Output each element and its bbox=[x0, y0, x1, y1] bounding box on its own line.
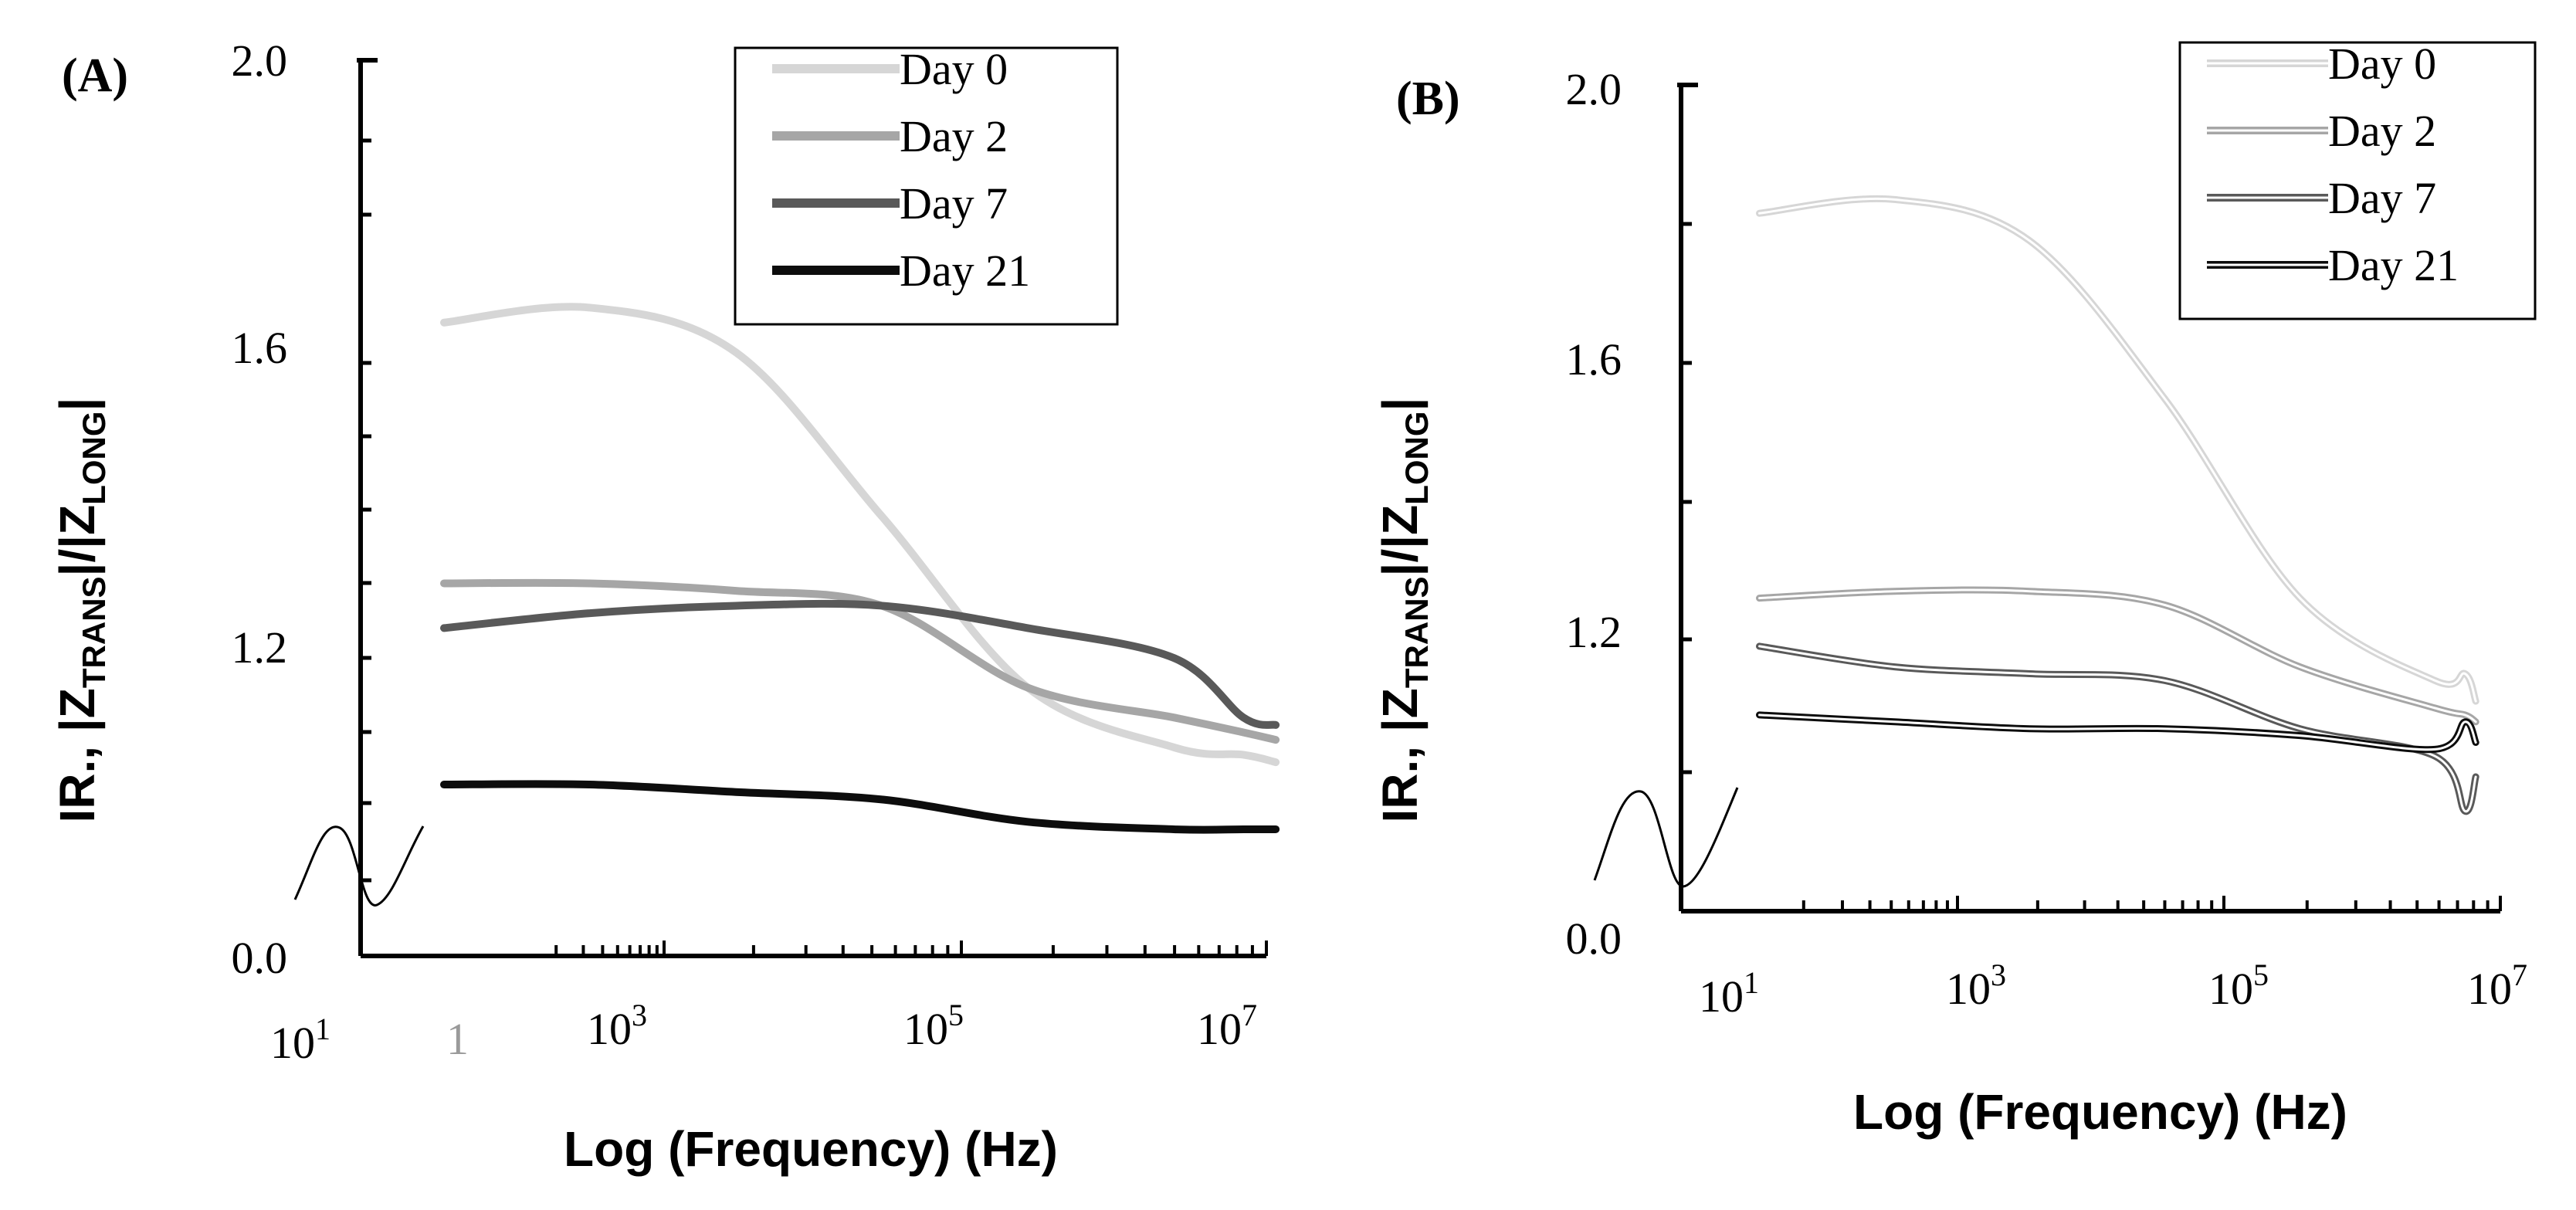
series-line-day-7 bbox=[1756, 642, 2479, 815]
axis-break-icon bbox=[293, 825, 425, 907]
legend-label: Day 21 bbox=[2328, 240, 2459, 290]
y-axis-label: IR., |ZTRANS|/|ZLONG| bbox=[1372, 398, 1435, 823]
series-line-day-0 bbox=[1756, 195, 2479, 705]
x-tick-label: 101 bbox=[1699, 965, 1759, 1022]
y-tick-label: 2.0 bbox=[232, 36, 288, 86]
panel-label: (A) bbox=[62, 49, 128, 102]
series-line-day-21 bbox=[440, 780, 1280, 834]
x-tick-label: 101 bbox=[270, 1012, 330, 1068]
legend-label: Day 7 bbox=[900, 178, 1008, 229]
legend-label: Day 2 bbox=[2328, 106, 2436, 156]
series-line-day-2 bbox=[1756, 586, 2479, 726]
legend: Day 0 Day 2 Day 7 Day 21 bbox=[2178, 39, 2537, 320]
x-tick-label: 105 bbox=[2208, 957, 2269, 1014]
series-line-day-7 bbox=[440, 599, 1280, 729]
panel-b: (B) 0.0 1.2 1.6 2.0 101 103 105 107 IR., |ZTRANS|… bbox=[1372, 39, 2537, 1140]
x-tick-label: 103 bbox=[1946, 957, 2006, 1014]
x-tick-label: 103 bbox=[587, 998, 647, 1054]
legend-label: Day 2 bbox=[900, 111, 1008, 161]
panel-a: (A) 0.0 1.2 1.6 2.0 101 1 103 105 107 IR., |ZTRANS… bbox=[49, 36, 1280, 1177]
x-tick-label: 105 bbox=[903, 998, 964, 1054]
legend-box bbox=[734, 46, 1119, 326]
x-tick-label: 107 bbox=[1197, 998, 1257, 1054]
axis-break-icon bbox=[1593, 787, 1739, 888]
series-line-day-0 bbox=[440, 303, 1280, 767]
panel-label: (B) bbox=[1396, 73, 1460, 125]
x-tick-label: 107 bbox=[2467, 957, 2527, 1014]
legend-label: Day 21 bbox=[900, 246, 1030, 296]
series-line-day-21 bbox=[1756, 711, 2479, 754]
legend-label: Day 0 bbox=[900, 44, 1008, 94]
x-tick-label: 1 bbox=[446, 1014, 469, 1064]
legend-label: Day 7 bbox=[2328, 173, 2436, 223]
y-tick-label: 1.2 bbox=[1566, 607, 1622, 657]
x-axis-label: Log (Frequency) (Hz) bbox=[564, 1121, 1058, 1177]
x-axis-label: Log (Frequency) (Hz) bbox=[1853, 1084, 2347, 1140]
y-tick-label: 1.2 bbox=[232, 622, 288, 673]
legend-box bbox=[2178, 41, 2537, 320]
y-axis-label: IR., |ZTRANS|/|ZLONG| bbox=[49, 398, 112, 823]
y-tick-label: 2.0 bbox=[1566, 64, 1622, 114]
legend-label: Day 0 bbox=[2328, 39, 2436, 89]
legend: Day 0 Day 2 Day 7 Day 21 bbox=[734, 44, 1119, 326]
y-tick-label: 0.0 bbox=[232, 933, 288, 983]
series-line-day-2 bbox=[440, 578, 1280, 744]
y-tick-label: 0.0 bbox=[1566, 913, 1622, 964]
y-tick-label: 1.6 bbox=[1566, 334, 1622, 385]
y-tick-label: 1.6 bbox=[232, 323, 288, 373]
